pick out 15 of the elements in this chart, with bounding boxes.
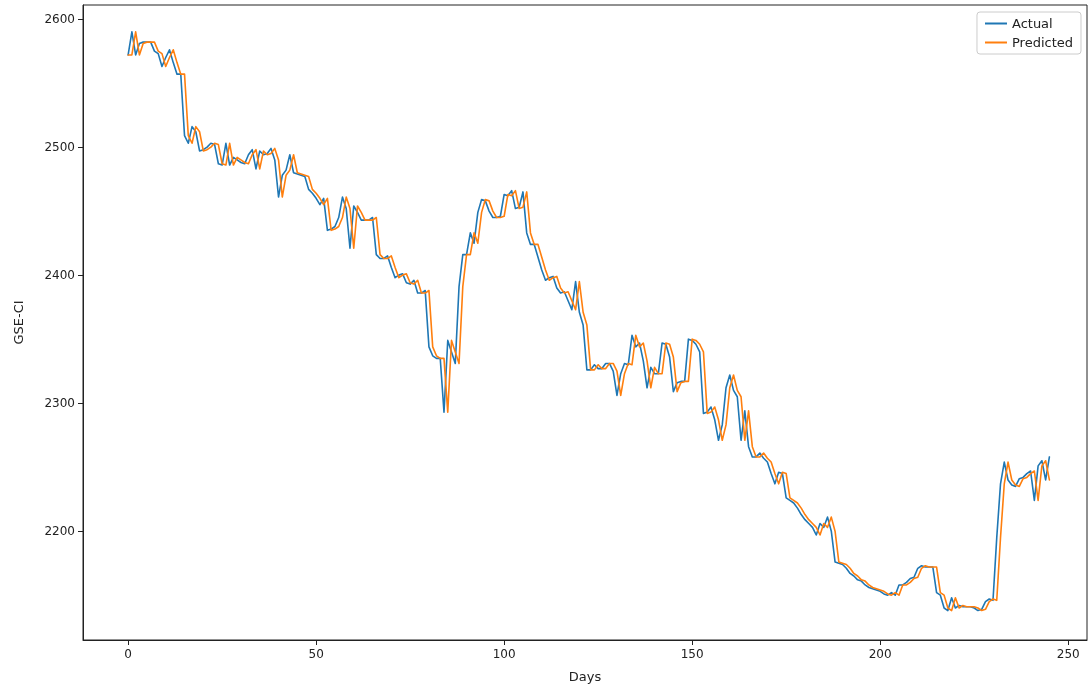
y-tick-label: 2400 bbox=[44, 268, 75, 283]
x-tick-label: 150 bbox=[680, 647, 704, 661]
y-tick-label: 2200 bbox=[44, 524, 75, 539]
y-tick-label: 2300 bbox=[44, 396, 75, 411]
x-tick-label: 50 bbox=[308, 647, 324, 661]
x-tick-label: 200 bbox=[868, 647, 892, 661]
x-tick-label: 0 bbox=[124, 647, 132, 661]
x-tick-label: 100 bbox=[492, 647, 516, 661]
legend-label: Actual bbox=[1011, 16, 1053, 31]
y-axis-title: GSE-CI bbox=[11, 300, 26, 345]
y-tick-label: 2600 bbox=[44, 12, 75, 27]
legend-label: Predicted bbox=[1011, 35, 1073, 50]
x-tick-label: 250 bbox=[1056, 647, 1080, 661]
x-axis-title: Days bbox=[568, 669, 602, 684]
y-tick-label: 2500 bbox=[44, 140, 75, 155]
